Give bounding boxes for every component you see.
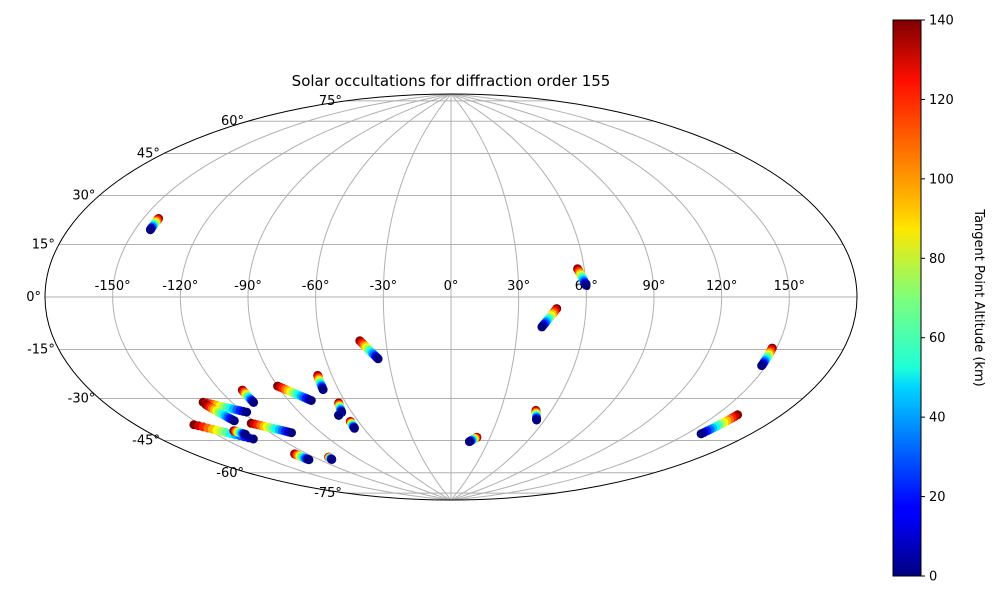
- colorbar-tick-label: 60: [929, 331, 946, 346]
- data-point: [249, 397, 259, 407]
- data-point: [350, 423, 359, 433]
- occultation-track: [573, 264, 591, 290]
- data-point: [229, 416, 239, 426]
- occultation-track: [464, 432, 482, 447]
- data-point: [334, 410, 344, 420]
- colorbar-frame: [892, 19, 922, 577]
- latitude-tick-label: 45°: [137, 146, 160, 161]
- occultation-track: [757, 343, 777, 371]
- latitude-tick-label: -75°: [314, 486, 342, 501]
- occultation-track: [145, 214, 164, 235]
- latitude-tick-label: 0°: [26, 290, 41, 305]
- occultation-tracks: [145, 214, 777, 465]
- chart-title: Solar occultations for diffraction order…: [292, 72, 611, 90]
- data-point: [304, 455, 314, 465]
- occultation-track: [198, 397, 252, 417]
- latitude-tick-labels: 75° 60° 45° 30° 15° 0° -15° -30° -45° -60° -75°: [26, 94, 342, 501]
- colorbar-label: Tangent Point Altitude (km): [971, 208, 986, 386]
- data-point: [327, 454, 337, 464]
- data-point: [581, 280, 591, 290]
- longitude-tick-label: 30°: [507, 279, 530, 294]
- occultation-track: [273, 381, 316, 405]
- occultation-track: [237, 385, 259, 407]
- occultation-track: [290, 449, 314, 465]
- latitude-tick-label: -45°: [132, 434, 160, 449]
- occultation-track: [531, 405, 542, 425]
- colorbar-ticks: 0 20 40 60 80 100 120 140: [921, 14, 954, 585]
- data-point: [757, 361, 767, 371]
- occultation-track: [201, 400, 239, 426]
- colorbar-gradient: [893, 20, 921, 576]
- latitude-tick-label: -15°: [27, 343, 55, 358]
- longitude-tick-label: -30°: [369, 279, 397, 294]
- data-point: [373, 354, 383, 364]
- data-point: [532, 415, 542, 425]
- colorbar-tick-label: 40: [929, 411, 946, 426]
- latitude-tick-label: 60°: [221, 114, 244, 129]
- colorbar-tick-label: 20: [929, 490, 946, 505]
- data-point: [306, 396, 316, 405]
- occultation-track: [246, 418, 296, 438]
- occultation-track: [345, 416, 359, 433]
- data-point: [537, 322, 547, 332]
- occultation-track: [696, 410, 743, 439]
- map-outline: [44, 93, 858, 501]
- data-point: [240, 429, 250, 439]
- data-point: [248, 434, 258, 444]
- occultation-track: [229, 426, 250, 439]
- latitude-tick-label: 75°: [319, 94, 342, 109]
- longitude-tick-labels: -150°-120°-90°-60°-30°0°30°60°90°120°150…: [95, 279, 805, 294]
- occultation-track: [355, 336, 383, 364]
- colorbar-tick-label: 140: [929, 14, 954, 29]
- data-point: [145, 225, 155, 235]
- latitude-tick-label: -60°: [216, 466, 244, 481]
- longitude-tick-label: -120°: [162, 279, 198, 294]
- longitude-tick-label: 120°: [706, 279, 737, 294]
- latitude-tick-label: 30°: [72, 189, 95, 204]
- longitude-tick-label: 0°: [444, 279, 459, 294]
- occultation-track: [334, 410, 344, 420]
- colorbar-tick-label: 100: [929, 172, 954, 187]
- occultation-track: [324, 452, 337, 464]
- data-point: [287, 428, 296, 438]
- longitude-tick-label: 90°: [642, 279, 665, 294]
- colorbar-tick-label: 120: [929, 93, 954, 108]
- colorbar-tick-label: 0: [929, 570, 937, 585]
- data-point: [696, 429, 706, 439]
- colorbar-tick-label: 80: [929, 252, 946, 267]
- latitude-tick-label: 15°: [32, 237, 55, 252]
- longitude-tick-label: 150°: [774, 279, 805, 294]
- data-point: [464, 437, 474, 447]
- occultation-track: [537, 304, 562, 332]
- occultation-track: [313, 370, 328, 395]
- data-point: [242, 407, 252, 417]
- data-point: [318, 385, 328, 395]
- map-grid: [45, 94, 857, 500]
- longitude-tick-label: -90°: [234, 279, 262, 294]
- longitude-tick-label: -60°: [302, 279, 330, 294]
- longitude-tick-label: -150°: [95, 279, 131, 294]
- latitude-tick-label: -30°: [68, 392, 96, 407]
